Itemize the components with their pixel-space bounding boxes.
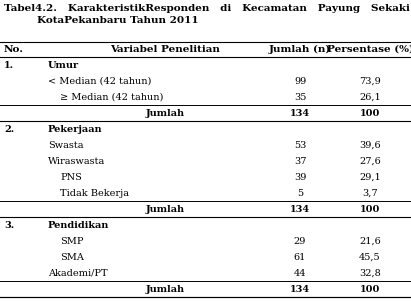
Text: 100: 100 (360, 108, 380, 118)
Text: 44: 44 (294, 268, 306, 278)
Text: Jumlah: Jumlah (145, 285, 185, 294)
Text: 3.: 3. (4, 221, 14, 229)
Text: Tidak Bekerja: Tidak Bekerja (60, 188, 129, 198)
Text: 37: 37 (294, 157, 306, 165)
Text: 32,8: 32,8 (359, 268, 381, 278)
Text: Pendidikan: Pendidikan (48, 221, 109, 229)
Text: Persentase (%): Persentase (%) (327, 45, 411, 54)
Text: 134: 134 (290, 108, 310, 118)
Text: 134: 134 (290, 205, 310, 214)
Text: 27,6: 27,6 (359, 157, 381, 165)
Text: 100: 100 (360, 285, 380, 294)
Text: ≥ Median (42 tahun): ≥ Median (42 tahun) (60, 92, 164, 102)
Text: 26,1: 26,1 (359, 92, 381, 102)
Text: SMP: SMP (60, 237, 83, 245)
Text: 35: 35 (294, 92, 306, 102)
Text: 39,6: 39,6 (359, 141, 381, 149)
Text: Jumlah: Jumlah (145, 205, 185, 214)
Text: Swasta: Swasta (48, 141, 83, 149)
Text: 100: 100 (360, 205, 380, 214)
Text: Pekerjaan: Pekerjaan (48, 125, 103, 134)
Text: 5: 5 (297, 188, 303, 198)
Text: 29: 29 (294, 237, 306, 245)
Text: Umur: Umur (48, 61, 79, 69)
Text: 1.: 1. (4, 61, 14, 69)
Text: 2.: 2. (4, 125, 14, 134)
Text: Tabel4.2.   KarakteristikResponden   di   Kecamatan   Payung   Sekaki: Tabel4.2. KarakteristikResponden di Keca… (4, 4, 410, 13)
Text: 134: 134 (290, 285, 310, 294)
Text: 99: 99 (294, 76, 306, 85)
Text: Jumlah: Jumlah (145, 108, 185, 118)
Text: PNS: PNS (60, 172, 82, 181)
Text: 21,6: 21,6 (359, 237, 381, 245)
Text: < Median (42 tahun): < Median (42 tahun) (48, 76, 151, 85)
Text: 45,5: 45,5 (359, 252, 381, 261)
Text: Variabel Penelitian: Variabel Penelitian (110, 45, 220, 54)
Text: Akademi/PT: Akademi/PT (48, 268, 108, 278)
Text: 29,1: 29,1 (359, 172, 381, 181)
Text: Wiraswasta: Wiraswasta (48, 157, 105, 165)
Text: KotaPekanbaru Tahun 2011: KotaPekanbaru Tahun 2011 (37, 16, 199, 25)
Text: 53: 53 (294, 141, 306, 149)
Text: 61: 61 (294, 252, 306, 261)
Text: 73,9: 73,9 (359, 76, 381, 85)
Text: 3,7: 3,7 (362, 188, 378, 198)
Text: No.: No. (4, 45, 24, 54)
Text: Jumlah (n): Jumlah (n) (269, 45, 331, 54)
Text: 39: 39 (294, 172, 306, 181)
Text: SMA: SMA (60, 252, 84, 261)
